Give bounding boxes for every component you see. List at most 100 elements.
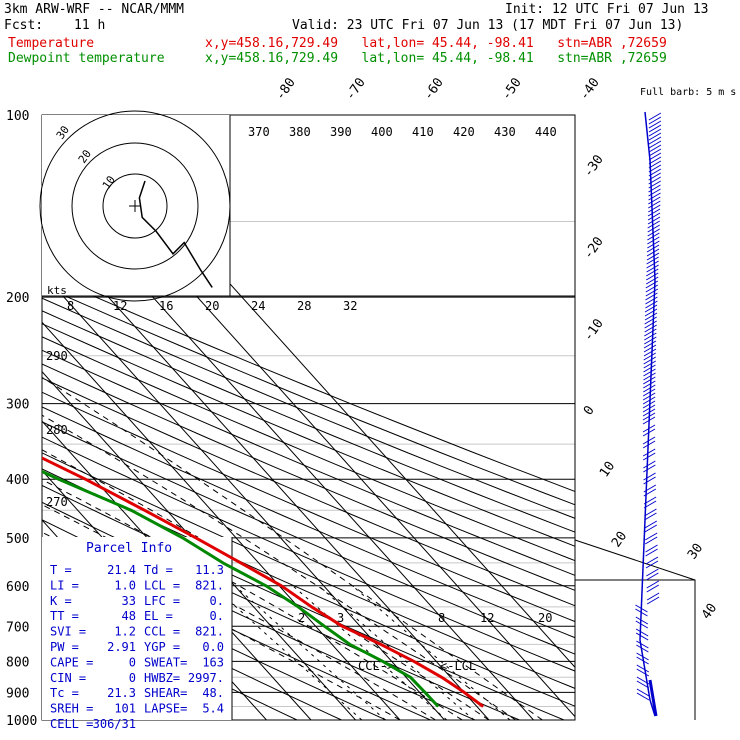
wind-barb <box>642 424 656 433</box>
wind-barb <box>647 220 660 229</box>
wind-barb <box>646 248 660 257</box>
wind-panel-outline <box>574 540 696 720</box>
dry-adiabat <box>42 452 575 689</box>
isotherm <box>42 370 356 720</box>
temperature-trace <box>42 456 484 708</box>
dry-adiabat <box>42 421 575 655</box>
pressure-tick-label: 200 <box>6 291 29 306</box>
wind-barb <box>648 144 662 153</box>
wind-barb <box>644 520 658 529</box>
hodograph-trace <box>138 180 213 288</box>
parcel-field-label: LAPSE= <box>144 702 187 716</box>
wind-barb <box>647 212 661 221</box>
wind-barb <box>646 256 659 265</box>
dry-adiabat <box>42 391 575 623</box>
wind-barb <box>645 280 659 289</box>
parcel-field-label: SREH = <box>50 702 93 716</box>
wind-barb <box>636 652 649 661</box>
dry-adiabat <box>42 323 575 547</box>
moist-adiabat <box>42 449 490 720</box>
isotherm-label: -10 <box>581 316 607 344</box>
mixing-ratio-line <box>292 585 448 720</box>
theta-label: 400 <box>371 125 393 139</box>
wind-barb <box>646 584 659 593</box>
dry-adiabat <box>42 336 575 562</box>
isotherm <box>42 272 445 720</box>
hodograph-speed-label: 8 <box>67 299 74 313</box>
wind-barb <box>636 640 649 649</box>
wind-barb <box>645 548 658 557</box>
wind-barb <box>635 608 648 617</box>
parcel-field-label: CCL = <box>144 625 180 639</box>
wind-barb <box>648 180 661 189</box>
isotherm-label: -70 <box>343 75 369 103</box>
wind-barb <box>636 692 650 701</box>
wind-barb <box>648 164 662 173</box>
parcel-field-value: 21.4 <box>107 563 136 577</box>
wind-barb <box>646 264 659 273</box>
wind-barb <box>645 300 658 309</box>
wind-barb <box>648 112 662 121</box>
model-title: 3km ARW-WRF -- NCAR/MMM <box>4 2 185 17</box>
lcl-marker: <-LCL <box>440 659 476 673</box>
dry-adiabat <box>42 310 575 533</box>
pressure-tick-label: 1000 <box>6 714 37 729</box>
wind-barb <box>635 604 648 613</box>
parcel-field-value: 11.3 <box>195 563 224 577</box>
hodograph-speed-label: 16 <box>159 299 173 313</box>
wind-barb <box>645 556 659 565</box>
pressure-tick-label: 400 <box>6 473 29 488</box>
wind-barb <box>645 288 659 297</box>
wind-barb <box>642 428 656 437</box>
parcel-field-label: K = <box>50 594 72 608</box>
theta-label: 270 <box>46 495 68 509</box>
parcel-field-value: 48. <box>202 686 224 700</box>
wind-barb <box>648 148 662 157</box>
wind-barb <box>643 484 657 493</box>
wind-barb <box>643 464 656 473</box>
wind-barb <box>648 172 661 181</box>
wind-barb <box>635 616 649 625</box>
hodograph-ring-label: 30 <box>54 123 72 141</box>
dry-adiabat <box>42 363 575 591</box>
wind-barb <box>648 120 662 129</box>
wind-barb <box>642 452 656 461</box>
wind-barb <box>643 356 656 365</box>
parcel-field-label: EL = <box>144 609 173 623</box>
valid-time: Valid: 23 UTC Fri 07 Jun 13 (17 MDT Fri … <box>292 18 684 33</box>
parcel-field-value: 0. <box>210 594 224 608</box>
parcel-field-value: 21.3 <box>107 686 136 700</box>
wind-barb <box>636 656 649 665</box>
wind-barb <box>644 524 658 533</box>
wind-barb <box>643 500 657 509</box>
hodograph-speed-label: 12 <box>113 299 127 313</box>
wind-barb <box>642 440 656 449</box>
isotherm-label: 30 <box>685 541 706 562</box>
parcel-field-value: 101 <box>114 702 136 716</box>
wind-barb <box>642 408 656 417</box>
pressure-tick-label: 700 <box>6 620 29 635</box>
parcel-field-label: T = <box>50 563 72 577</box>
wind-barb <box>642 436 656 445</box>
wind-legend: Full barb: 5 m s <box>640 87 736 98</box>
wind-barb <box>635 620 649 629</box>
pressure-tick-label: 800 <box>6 655 29 670</box>
init-time: Init: 12 UTC Fri 07 Jun 13 <box>505 2 709 17</box>
isotherm-label: 20 <box>609 529 630 550</box>
wind-barb <box>648 196 661 205</box>
wind-barb <box>643 460 656 469</box>
theta-label: 420 <box>453 125 475 139</box>
wind-barb <box>644 324 657 333</box>
wind-barb <box>648 192 661 201</box>
wind-barb <box>645 268 659 277</box>
wind-barb <box>648 168 662 177</box>
wind-barb <box>643 472 656 481</box>
wind-barb <box>642 392 656 401</box>
wind-barb <box>643 340 657 349</box>
theta-label: 280 <box>46 423 68 437</box>
hodograph-ring <box>71 142 199 270</box>
wind-barb <box>648 176 661 185</box>
wind-barb <box>644 336 657 345</box>
wind-barb <box>642 396 656 405</box>
wind-barb <box>645 560 659 569</box>
